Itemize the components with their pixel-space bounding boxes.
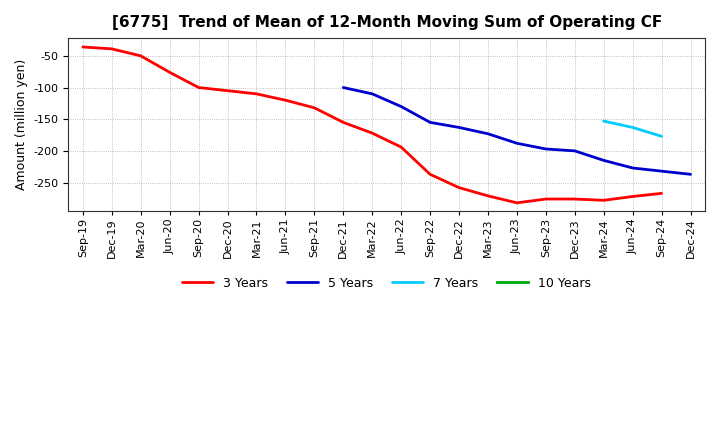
Line: 3 Years: 3 Years bbox=[83, 47, 662, 203]
3 Years bbox=[252, 91, 261, 96]
3 Years bbox=[78, 44, 87, 50]
5 Years bbox=[339, 85, 348, 90]
3 Years bbox=[166, 70, 174, 75]
5 Years bbox=[426, 120, 434, 125]
3 Years bbox=[513, 200, 521, 205]
Legend: 3 Years, 5 Years, 7 Years, 10 Years: 3 Years, 5 Years, 7 Years, 10 Years bbox=[177, 272, 596, 295]
5 Years bbox=[397, 104, 405, 109]
5 Years bbox=[455, 125, 464, 130]
Line: 5 Years: 5 Years bbox=[343, 88, 690, 174]
3 Years bbox=[368, 131, 377, 136]
3 Years bbox=[657, 191, 666, 196]
3 Years bbox=[570, 196, 579, 202]
7 Years bbox=[629, 125, 637, 130]
Title: [6775]  Trend of Mean of 12-Month Moving Sum of Operating CF: [6775] Trend of Mean of 12-Month Moving … bbox=[112, 15, 662, 30]
5 Years bbox=[629, 165, 637, 171]
5 Years bbox=[657, 169, 666, 174]
3 Years bbox=[194, 85, 203, 90]
5 Years bbox=[368, 91, 377, 96]
Line: 7 Years: 7 Years bbox=[604, 121, 662, 136]
3 Years bbox=[455, 185, 464, 190]
5 Years bbox=[484, 131, 492, 136]
5 Years bbox=[686, 172, 695, 177]
7 Years bbox=[600, 118, 608, 124]
3 Years bbox=[281, 98, 289, 103]
3 Years bbox=[397, 144, 405, 150]
3 Years bbox=[541, 196, 550, 202]
3 Years bbox=[484, 193, 492, 198]
5 Years bbox=[570, 148, 579, 154]
3 Years bbox=[107, 46, 116, 51]
5 Years bbox=[513, 141, 521, 146]
3 Years bbox=[629, 194, 637, 199]
3 Years bbox=[339, 120, 348, 125]
3 Years bbox=[136, 53, 145, 59]
3 Years bbox=[310, 105, 319, 110]
Y-axis label: Amount (million yen): Amount (million yen) bbox=[15, 59, 28, 190]
3 Years bbox=[223, 88, 232, 93]
5 Years bbox=[600, 158, 608, 163]
3 Years bbox=[426, 172, 434, 177]
5 Years bbox=[541, 147, 550, 152]
3 Years bbox=[600, 198, 608, 203]
7 Years bbox=[657, 134, 666, 139]
